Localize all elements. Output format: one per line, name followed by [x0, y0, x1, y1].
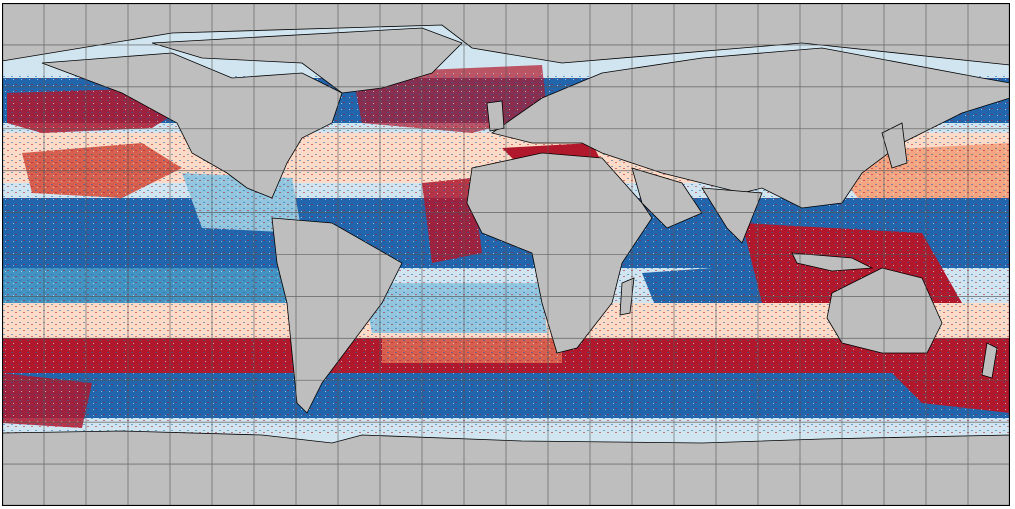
africa: [466, 152, 653, 354]
australia: [826, 267, 943, 354]
indian-subcontinent: [701, 187, 763, 244]
japan: [881, 122, 908, 169]
world-map: [2, 3, 1010, 506]
new-zealand: [981, 342, 998, 379]
north-america: [41, 52, 343, 199]
arctic-greenland: [151, 27, 463, 94]
british-isles: [486, 100, 505, 132]
graticule: [2, 3, 1010, 506]
map-border: [2, 3, 1010, 506]
europe-asia: [491, 47, 1010, 209]
map-canvas: [2, 3, 1010, 506]
